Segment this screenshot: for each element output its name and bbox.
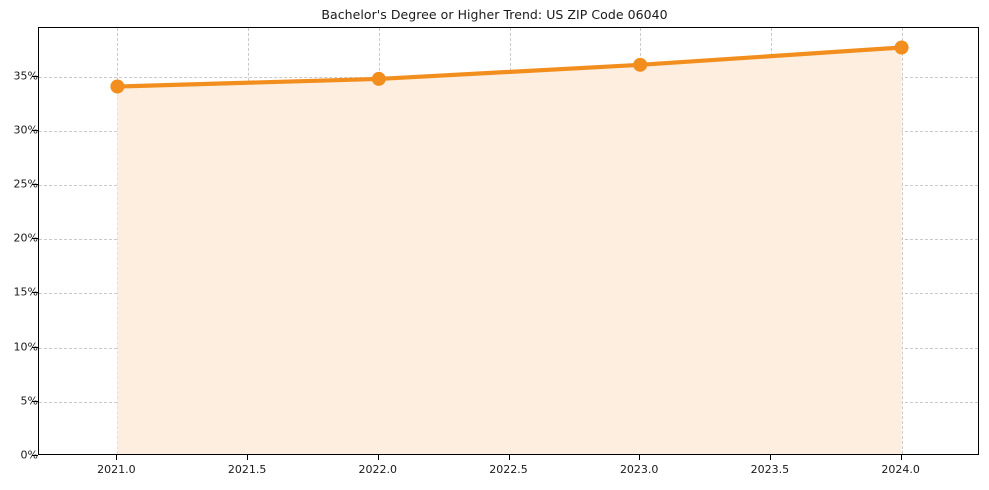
y-tick-mark — [32, 292, 38, 294]
x-tick-label: 2023.0 — [619, 463, 659, 476]
y-tick-label: 20% — [13, 231, 38, 245]
x-tick-mark — [116, 455, 118, 460]
y-tick-mark — [32, 400, 38, 402]
series-layer — [110, 40, 909, 454]
y-tick-label: 35% — [13, 69, 38, 83]
y-tick-mark — [32, 455, 38, 456]
y-tick-mark — [32, 75, 38, 77]
y-tick-label: 15% — [13, 285, 38, 299]
plot-area — [38, 27, 979, 455]
data-point — [371, 71, 386, 86]
x-tick-mark — [769, 455, 771, 460]
x-tick-mark — [377, 455, 379, 460]
y-tick-label: 0% — [20, 448, 38, 462]
x-tick-label: 2023.5 — [750, 463, 790, 476]
x-tick-label: 2024.0 — [881, 463, 920, 476]
chart-title: Bachelor's Degree or Higher Trend: US ZI… — [321, 7, 668, 22]
trend-line — [115, 45, 904, 89]
x-tick-label: 2021.0 — [97, 463, 136, 476]
y-tick-mark — [32, 129, 38, 131]
y-tick-label: 30% — [13, 123, 38, 137]
x-tick-mark — [247, 455, 249, 460]
x-tick-label: 2022.0 — [358, 463, 398, 476]
x-tick-mark — [508, 455, 510, 460]
area-fill — [117, 47, 902, 454]
y-tick-label: 25% — [13, 177, 38, 191]
data-point-markers — [110, 40, 909, 94]
data-point — [894, 40, 909, 55]
x-tick-label: 2022.5 — [489, 463, 528, 476]
data-point — [633, 57, 648, 72]
x-tick-label: 2021.5 — [227, 463, 267, 476]
y-tick-label: 10% — [13, 340, 38, 354]
x-tick-mark — [639, 455, 641, 460]
y-tick-label: 5% — [20, 394, 38, 408]
data-point — [110, 79, 125, 94]
gridline-vertical — [901, 28, 903, 454]
y-tick-mark — [32, 346, 38, 348]
x-tick-mark — [900, 455, 902, 460]
y-tick-mark — [32, 184, 38, 186]
y-tick-mark — [32, 238, 38, 240]
